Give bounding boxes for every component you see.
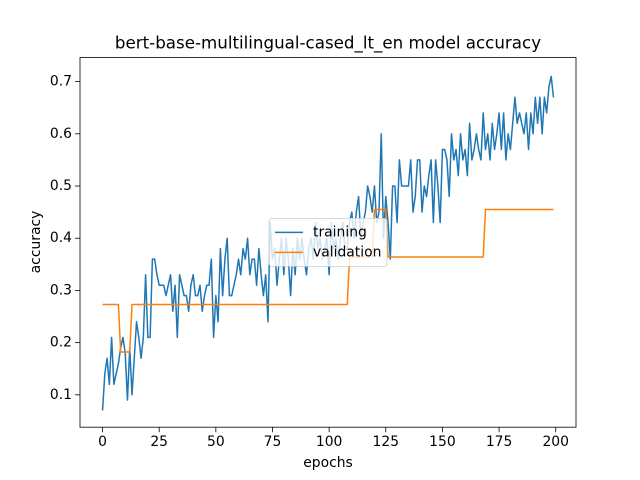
chart-title: bert-base-multilingual-cased_lt_en model… bbox=[115, 33, 541, 54]
y-tick-label: 0.5 bbox=[50, 178, 72, 194]
x-tick-label: 50 bbox=[207, 434, 225, 450]
legend-label: validation bbox=[313, 244, 381, 260]
axes-frame bbox=[79, 57, 577, 428]
series-line bbox=[102, 208, 554, 353]
x-tick-label: 175 bbox=[486, 434, 513, 450]
y-tick-label: 0.2 bbox=[50, 335, 72, 351]
y-tick-label: 0.6 bbox=[50, 126, 72, 142]
x-tick-label: 100 bbox=[316, 434, 343, 450]
x-tick-label: 75 bbox=[264, 434, 282, 450]
y-tick-label: 0.1 bbox=[50, 387, 72, 403]
x-tick-label: 200 bbox=[542, 434, 569, 450]
x-tick-label: 125 bbox=[373, 434, 400, 450]
y-tick-label: 0.4 bbox=[50, 230, 72, 246]
x-axis-label: epochs bbox=[303, 455, 353, 471]
x-tick-label: 150 bbox=[429, 434, 456, 450]
y-tick-label: 0.7 bbox=[50, 74, 72, 90]
y-axis-label: accuracy bbox=[28, 211, 44, 274]
legend-label: training bbox=[313, 224, 367, 240]
y-tick-label: 0.3 bbox=[50, 282, 72, 298]
x-tick-label: 0 bbox=[98, 434, 107, 450]
x-tick-label: 25 bbox=[150, 434, 168, 450]
legend-box bbox=[268, 217, 388, 267]
